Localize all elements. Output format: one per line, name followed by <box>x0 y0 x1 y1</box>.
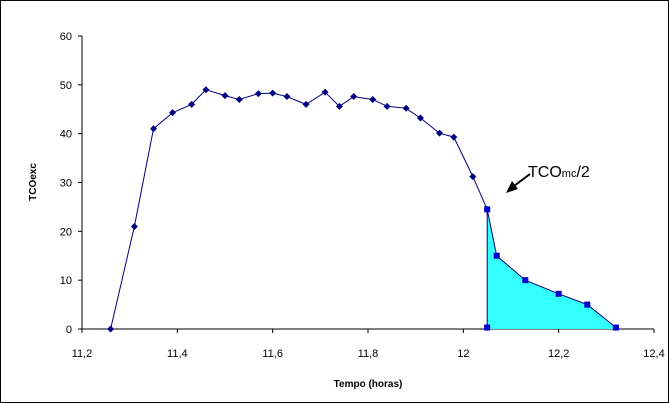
y-tick-label: 40 <box>60 129 72 141</box>
series-1-point <box>302 100 310 108</box>
y-tick-label: 10 <box>60 275 72 287</box>
series-1-point <box>335 102 343 110</box>
series-1-point <box>416 114 424 122</box>
series-1-point <box>269 89 277 97</box>
series-1-point <box>188 100 196 108</box>
x-tick-label: 11,6 <box>262 348 283 360</box>
series-1-point <box>283 93 291 101</box>
series-2-point <box>484 324 491 331</box>
series-1-point <box>469 173 477 181</box>
series-1-point <box>150 125 157 133</box>
x-tick-label: 12,4 <box>643 348 664 360</box>
series-2-point <box>584 301 591 308</box>
annotation-arrowhead <box>506 181 518 193</box>
series-1-point <box>350 93 358 101</box>
series-1-point <box>254 90 262 98</box>
y-tick-label: 0 <box>66 324 72 336</box>
annotation-label-sub: mc <box>562 168 577 180</box>
series-2-point <box>484 206 491 213</box>
series-2-point <box>493 252 500 259</box>
series-1-point <box>436 129 443 137</box>
series-1-point <box>202 86 210 94</box>
shaded-area <box>487 209 616 329</box>
x-tick-label: 12 <box>457 348 469 360</box>
series-1-point <box>369 95 377 103</box>
series-1-point <box>235 95 243 103</box>
annotation: TCOmc/2 <box>506 164 590 193</box>
x-tick-label: 11,8 <box>358 348 379 360</box>
series-1-point <box>107 325 115 333</box>
series-1-point <box>321 88 329 96</box>
series-layer <box>107 86 619 333</box>
x-tick-label: 12,2 <box>548 348 569 360</box>
x-axis-title: Tempo (horas) <box>334 379 403 390</box>
y-axis-title: TCOexc <box>28 163 39 201</box>
series-1-point <box>450 133 458 141</box>
x-tick-label: 11,4 <box>167 348 188 360</box>
annotation-label: TCOmc/2 <box>528 164 590 181</box>
series-1-point <box>130 222 138 230</box>
axes: 0 10 20 30 40 50 60 11,2 11,4 11,6 11,8 12 12,2 12,4 <box>60 31 665 360</box>
series-1-point <box>221 92 229 100</box>
y-tick-label: 20 <box>60 226 72 238</box>
y-tick-label: 60 <box>60 31 72 43</box>
series-2-point <box>522 277 529 284</box>
y-tick-label: 50 <box>60 80 72 92</box>
series-2-point <box>612 324 619 331</box>
series-1-point <box>383 102 391 110</box>
series-1-point <box>169 109 177 117</box>
annotation-label-main: TCO <box>528 164 562 181</box>
y-tick-label: 30 <box>60 178 72 190</box>
series-1-point <box>402 104 410 112</box>
series-2-point <box>555 290 562 297</box>
x-tick-label: 11,2 <box>72 348 93 360</box>
annotation-label-tail: /2 <box>576 164 589 181</box>
annotation-arrow-line <box>513 173 531 187</box>
